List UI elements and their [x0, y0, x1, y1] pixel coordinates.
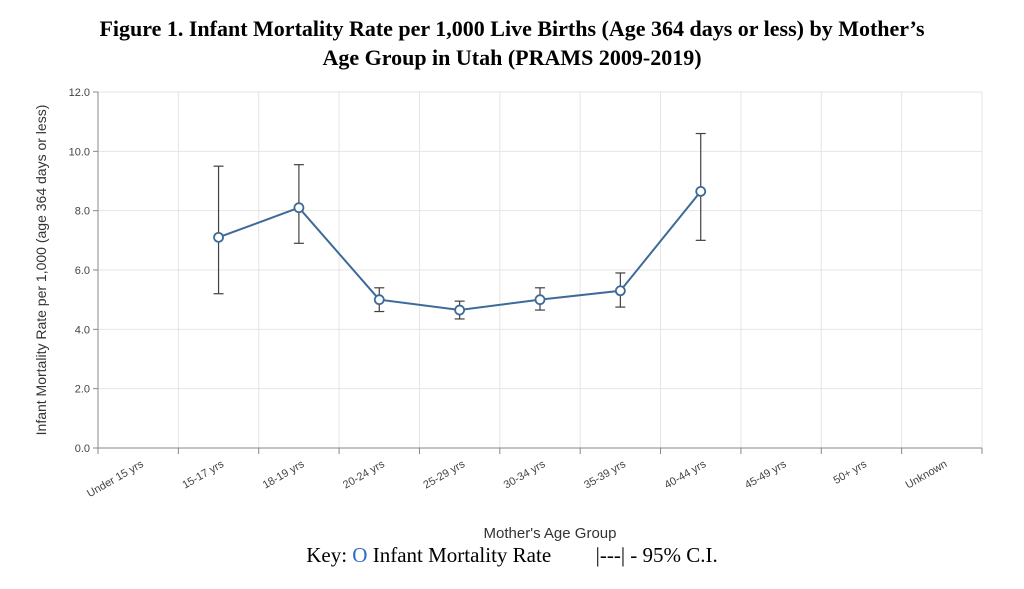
x-tick-label: 50+ yrs [831, 458, 869, 487]
data-point [534, 294, 546, 306]
series-polyline [218, 190, 702, 312]
x-tick-label: 15-17 yrs [180, 458, 226, 492]
y-tick-label: 10.0 [69, 146, 90, 158]
figure-title-line-1: Figure 1. Infant Mortality Rate per 1,00… [99, 16, 925, 41]
x-tick-label: Unknown [904, 458, 950, 491]
data-point [695, 185, 707, 197]
figure-title: Figure 1. Infant Mortality Rate per 1,00… [0, 14, 1024, 72]
x-tick-labels: Under 15 yrs 15-17 yrs 18-19 yrs 20-24 yrs 2… [85, 458, 949, 500]
y-tick-labels: 0.0 2.0 4.0 6.0 8.0 10.0 12.0 [69, 87, 90, 455]
series-line [218, 190, 702, 312]
rate-label: Infant Mortality Rate [372, 543, 552, 567]
ci-symbol: |---| [595, 543, 626, 567]
data-points [213, 185, 707, 316]
y-tick-label: 4.0 [75, 324, 90, 336]
x-tick-label: 35-39 yrs [582, 458, 628, 492]
x-tick-label: Under 15 yrs [85, 458, 146, 500]
y-tick-label: 0.0 [75, 443, 90, 455]
y-tick-label: 8.0 [75, 206, 90, 218]
grid-lines [98, 91, 983, 448]
error-bars [213, 132, 706, 320]
x-tick-label: 40-44 yrs [663, 458, 709, 492]
data-point [454, 304, 466, 316]
data-point [213, 231, 224, 243]
axes [93, 91, 983, 454]
x-tick-label: 30-34 yrs [502, 458, 548, 492]
x-tick-label: 25-29 yrs [421, 458, 467, 492]
y-axis-label: Infant Mortality Rate per 1,000 (age 364… [33, 105, 49, 436]
y-tick-label: 6.0 [75, 265, 90, 277]
error-bar [213, 165, 224, 295]
x-tick-label: 45-49 yrs [743, 458, 789, 492]
x-tick-label: 18-19 yrs [261, 458, 307, 492]
rate-symbol: O [352, 543, 368, 567]
key-legend: Key: O Infant Mortality Rate |---| - 95%… [0, 543, 1024, 568]
data-point [373, 294, 385, 306]
y-tick-label: 12.0 [69, 87, 90, 99]
ci-label: - 95% C.I. [630, 543, 718, 567]
key-prefix: Key: [306, 543, 348, 567]
y-tick-label: 2.0 [75, 384, 90, 396]
x-axis-label: Mother's Age Group [484, 525, 617, 542]
figure-title-line-2: Age Group in Utah (PRAMS 2009-2019) [322, 45, 702, 70]
data-point [293, 202, 305, 214]
x-tick-label: 20-24 yrs [341, 458, 387, 492]
data-point [614, 285, 626, 297]
